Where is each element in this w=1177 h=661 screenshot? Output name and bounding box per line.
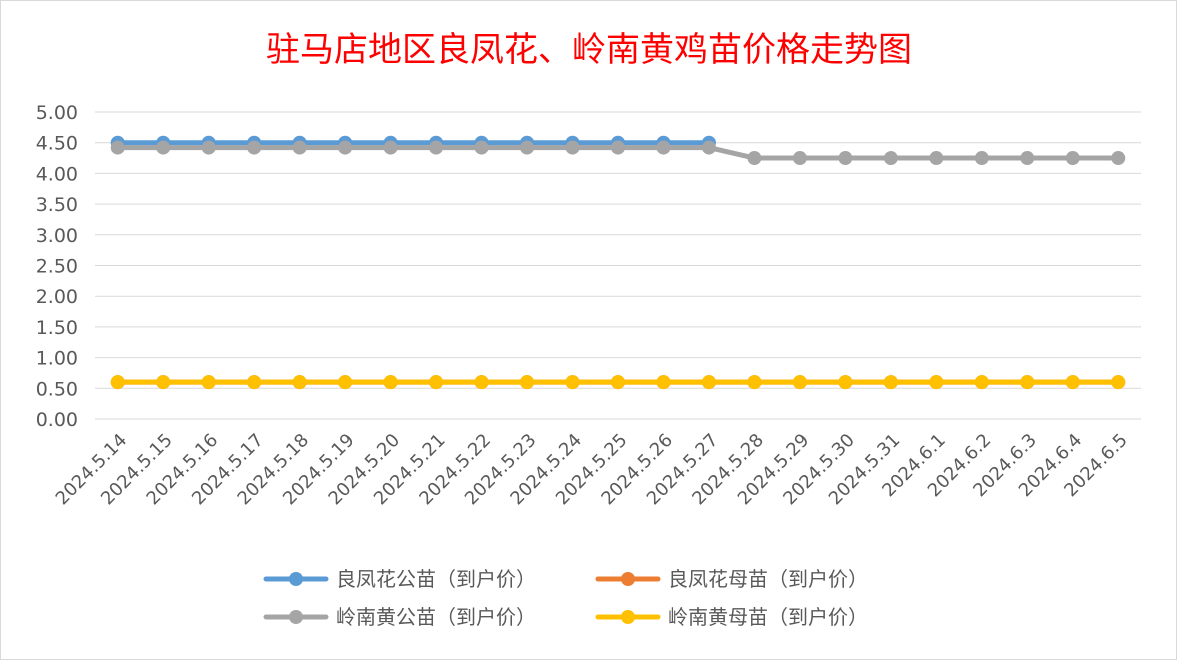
legend-entry: 良凤花母苗（到户价） [595, 567, 868, 591]
y-tick-label: 4.50 [36, 133, 78, 155]
data-point [1065, 375, 1080, 390]
data-point [201, 375, 216, 390]
legend-swatch-marker [621, 610, 635, 624]
legend: 良凤花公苗（到户价） 良凤花母苗（到户价） 岭南黄公苗（到户价） 岭南黄母苗（到户价） [263, 567, 868, 629]
data-point [292, 140, 307, 155]
legend-label: 岭南黄公苗（到户价） [336, 605, 536, 629]
y-tick-label: 1.50 [36, 317, 78, 339]
data-point [110, 375, 125, 390]
data-point [929, 151, 944, 166]
data-point [520, 375, 535, 390]
data-point [1111, 151, 1126, 166]
data-point [929, 375, 944, 390]
data-point [974, 151, 989, 166]
y-tick-label: 4.00 [36, 163, 78, 185]
y-tick-label: 2.50 [36, 256, 78, 278]
data-point [429, 140, 444, 155]
data-point [338, 140, 353, 155]
data-point [429, 375, 444, 390]
data-point [701, 375, 716, 390]
data-point [656, 140, 671, 155]
legend-swatch-marker [621, 572, 635, 586]
legend-entry: 岭南黄公苗（到户价） [263, 605, 536, 629]
data-point [974, 375, 989, 390]
data-point [792, 151, 807, 166]
y-tick-label: 0.50 [36, 378, 78, 400]
data-point [1065, 151, 1080, 166]
legend-entry: 良凤花公苗（到户价） [263, 567, 536, 591]
data-point [838, 375, 853, 390]
data-point [1111, 375, 1126, 390]
y-tick-label: 3.00 [36, 225, 78, 247]
y-tick-label: 5.00 [36, 102, 78, 124]
data-point [474, 140, 489, 155]
legend-label: 良凤花母苗（到户价） [668, 567, 868, 591]
data-point [201, 140, 216, 155]
data-point [792, 375, 807, 390]
data-point [747, 151, 762, 166]
data-point [883, 151, 898, 166]
data-point [565, 140, 580, 155]
data-point [701, 140, 716, 155]
data-point [747, 375, 762, 390]
data-point [838, 151, 853, 166]
chart-title: 驻马店地区良凤花、岭南黄鸡苗价格走势图 [266, 30, 912, 70]
series-2 [110, 140, 1126, 166]
data-point [565, 375, 580, 390]
data-point [474, 375, 489, 390]
data-point [656, 375, 671, 390]
legend-label: 良凤花公苗（到户价） [336, 567, 536, 591]
y-tick-label: 0.00 [36, 409, 78, 431]
data-point [1020, 151, 1035, 166]
y-tick-label: 3.50 [36, 194, 78, 216]
data-point [383, 375, 398, 390]
data-series [110, 135, 1126, 390]
data-point [883, 375, 898, 390]
data-point [383, 140, 398, 155]
data-point [338, 375, 353, 390]
data-point [520, 140, 535, 155]
y-tick-label: 1.00 [36, 348, 78, 370]
data-point [1020, 375, 1035, 390]
legend-swatch-marker [289, 572, 303, 586]
data-point [611, 140, 625, 155]
y-axis-ticks: 0.00 0.50 1.00 1.50 2.00 2.50 3.00 3.50 4.00 4.50… [36, 102, 78, 431]
data-point [156, 140, 171, 155]
legend-swatch-marker [289, 610, 303, 624]
data-point [247, 375, 262, 390]
gridlines [95, 111, 1141, 420]
data-point [110, 140, 125, 155]
series-3 [110, 375, 1126, 390]
x-axis-ticks: 2024.5.142024.5.152024.5.162024.5.172024… [52, 430, 1132, 510]
data-point [156, 375, 171, 390]
legend-label: 岭南黄母苗（到户价） [668, 605, 868, 629]
data-point [611, 375, 625, 390]
y-tick-label: 2.00 [36, 286, 78, 308]
data-point [292, 375, 307, 390]
legend-entry: 岭南黄母苗（到户价） [595, 605, 868, 629]
data-point [247, 140, 262, 155]
